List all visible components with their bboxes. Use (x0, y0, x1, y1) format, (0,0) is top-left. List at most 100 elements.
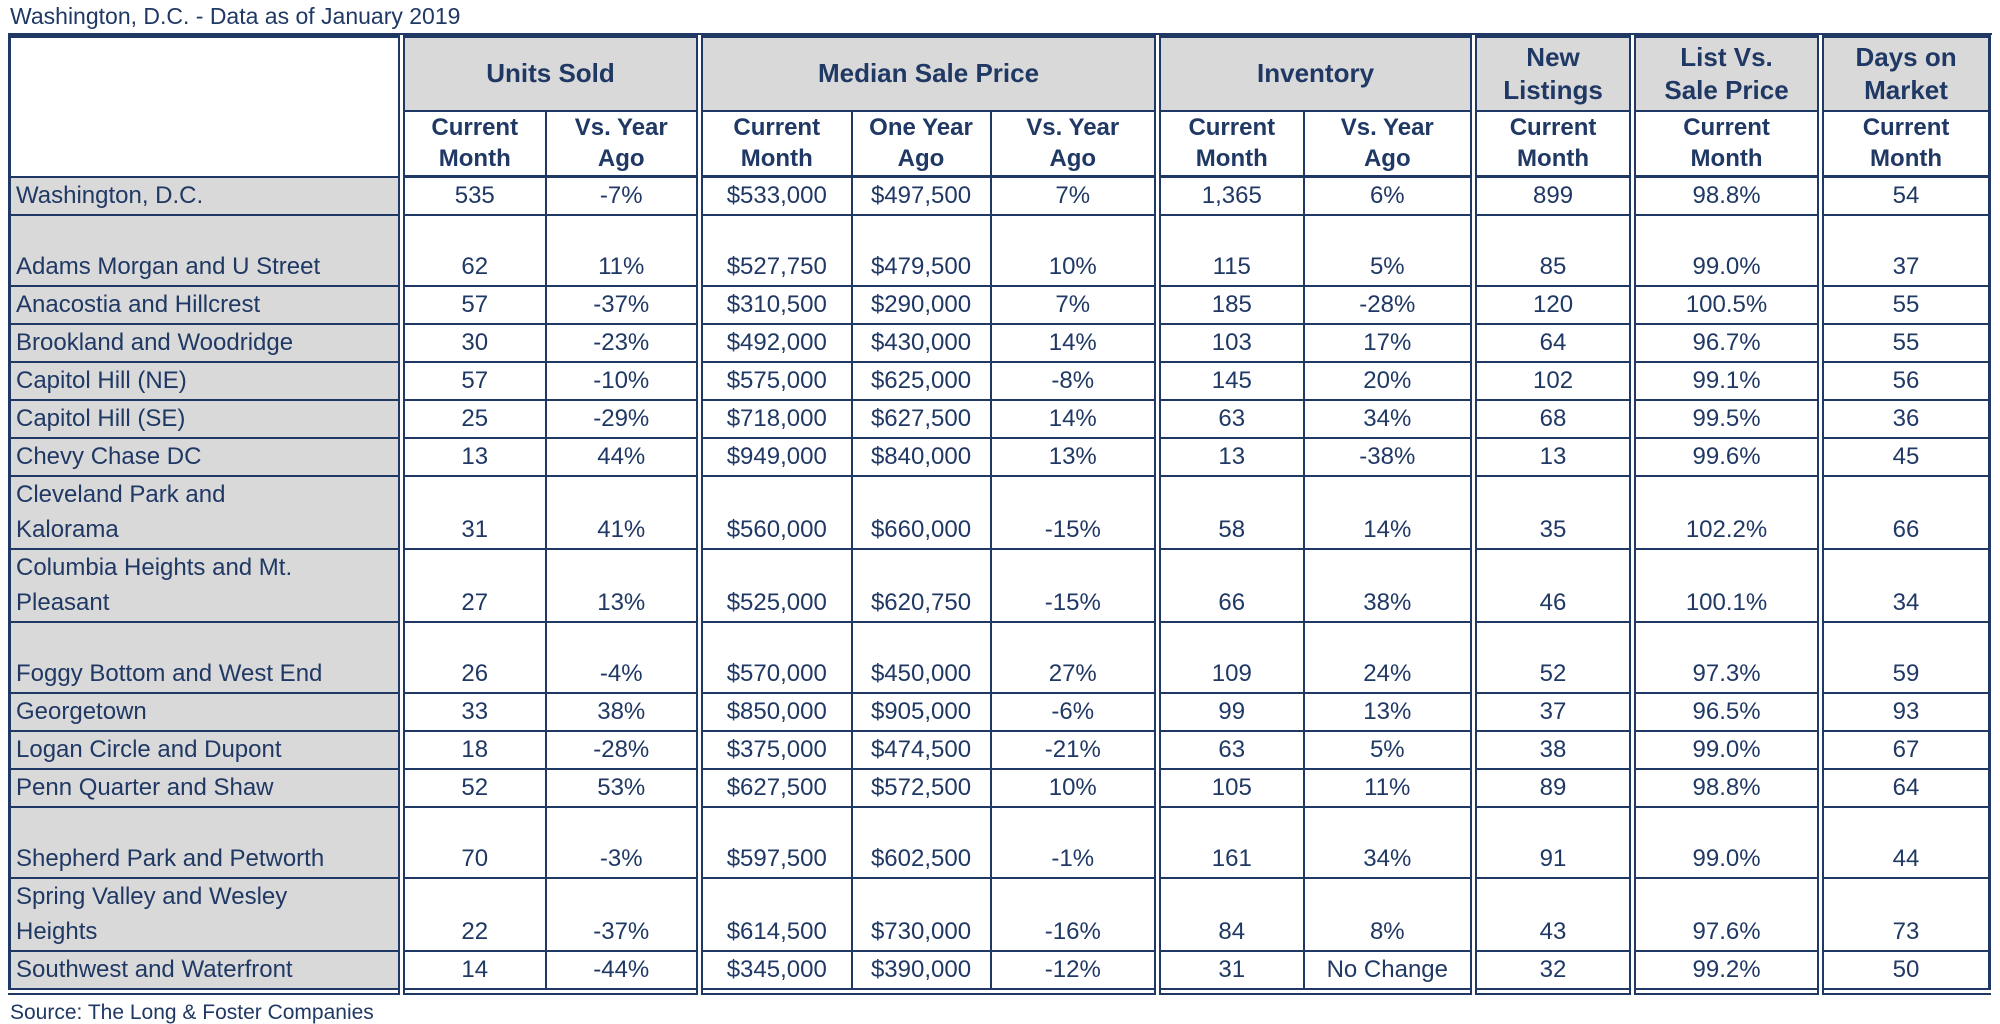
data-cell: -15% (989, 475, 1159, 550)
data-cell: 36 (1817, 399, 1991, 439)
data-cell: 68 (1470, 399, 1634, 439)
data-cell: 99.5% (1629, 399, 1822, 439)
data-cell: 6% (1302, 175, 1475, 216)
subheader-median-current: Current Month (696, 109, 853, 178)
table-row: Penn Quarter and Shaw 52 53% $627,500 $572,5… (8, 768, 1991, 808)
data-cell: 22 (398, 877, 547, 952)
data-cell: -16% (989, 877, 1159, 952)
row-label: Chevy Chase DC (8, 437, 403, 477)
data-cell: 59 (1817, 621, 1991, 694)
row-label: Foggy Bottom and West End (8, 621, 403, 694)
data-cell: 64 (1817, 768, 1991, 808)
data-cell: $390,000 (850, 950, 992, 993)
row-label: Southwest and Waterfront (8, 950, 403, 993)
data-cell: -3% (544, 806, 701, 879)
data-cell: $290,000 (850, 285, 992, 325)
data-cell: 14% (1302, 475, 1475, 550)
data-cell: 109 (1154, 621, 1305, 694)
data-cell: $474,500 (850, 730, 992, 770)
table-row: Washington, D.C. 535 -7% $533,000 $497,500 7%… (8, 175, 1991, 216)
data-cell: 13 (1470, 437, 1634, 477)
data-cell: $497,500 (850, 175, 992, 216)
data-cell: -37% (544, 285, 701, 325)
group-header-new-listings: New Listings (1470, 35, 1634, 112)
data-cell: 7% (989, 285, 1159, 325)
data-cell: 54 (1817, 175, 1991, 216)
data-cell: 98.8% (1629, 768, 1822, 808)
data-cell: 11% (1302, 768, 1475, 808)
data-cell: $627,500 (696, 768, 853, 808)
data-cell: 99.2% (1629, 950, 1822, 993)
data-cell: 120 (1470, 285, 1634, 325)
table-body: Washington, D.C. 535 -7% $533,000 $497,500 7%… (8, 175, 1991, 993)
data-cell: 899 (1470, 175, 1634, 216)
data-cell: 20% (1302, 361, 1475, 401)
table-row: Foggy Bottom and West End 26 -4% $570,000 $4… (8, 621, 1991, 694)
data-cell: -44% (544, 950, 701, 993)
data-cell: 37 (1817, 214, 1991, 287)
data-cell: 34 (1817, 548, 1991, 623)
data-cell: 52 (398, 768, 547, 808)
data-cell: 50 (1817, 950, 1991, 993)
data-cell: 1,365 (1154, 175, 1305, 216)
table-row: Adams Morgan and U Street 62 11% $527,750 $4… (8, 214, 1991, 287)
data-cell: 34% (1302, 399, 1475, 439)
data-cell: -10% (544, 361, 701, 401)
data-cell: 31 (1154, 950, 1305, 993)
data-cell: $533,000 (696, 175, 853, 216)
data-cell: 56 (1817, 361, 1991, 401)
data-cell: 66 (1154, 548, 1305, 623)
data-cell: 70 (398, 806, 547, 879)
subheader-median-one-year: One Year Ago (850, 109, 992, 178)
data-cell: $625,000 (850, 361, 992, 401)
data-cell: 41% (544, 475, 701, 550)
data-cell: 58 (1154, 475, 1305, 550)
data-cell: 57 (398, 361, 547, 401)
row-label: Anacostia and Hillcrest (8, 285, 403, 325)
row-label: Spring Valley and Wesley Heights (8, 877, 403, 952)
data-cell: 99.1% (1629, 361, 1822, 401)
subheader-units-current: Current Month (398, 109, 547, 178)
table-row: Shepherd Park and Petworth 70 -3% $597,500 $… (8, 806, 1991, 879)
subheader-units-vs-year: Vs. Year Ago (544, 109, 701, 178)
data-cell: 66 (1817, 475, 1991, 550)
data-cell: -6% (989, 692, 1159, 732)
data-cell: 57 (398, 285, 547, 325)
data-cell: 17% (1302, 323, 1475, 363)
subheader-inventory-vs-year: Vs. Year Ago (1302, 109, 1475, 178)
data-cell: 105 (1154, 768, 1305, 808)
data-cell: 97.6% (1629, 877, 1822, 952)
subheader-days-on-market-current: Current Month (1817, 109, 1991, 178)
data-cell: 13% (544, 548, 701, 623)
data-cell: 34% (1302, 806, 1475, 879)
data-cell: 185 (1154, 285, 1305, 325)
data-cell: $375,000 (696, 730, 853, 770)
data-cell: 63 (1154, 730, 1305, 770)
corner-cell (8, 35, 403, 178)
data-cell: 84 (1154, 877, 1305, 952)
page-title: Washington, D.C. - Data as of January 20… (8, 2, 1992, 35)
data-cell: 10% (989, 214, 1159, 287)
data-cell: 35 (1470, 475, 1634, 550)
data-cell: 63 (1154, 399, 1305, 439)
data-cell: -15% (989, 548, 1159, 623)
data-cell: 64 (1470, 323, 1634, 363)
data-cell: 45 (1817, 437, 1991, 477)
data-cell: 102 (1470, 361, 1634, 401)
data-cell: -28% (1302, 285, 1475, 325)
data-cell: 99.0% (1629, 214, 1822, 287)
table-row: Columbia Heights and Mt. Pleasant 27 13% $5… (8, 548, 1991, 623)
row-label: Shepherd Park and Petworth (8, 806, 403, 879)
data-cell: $492,000 (696, 323, 853, 363)
data-cell: 103 (1154, 323, 1305, 363)
data-cell: 32 (1470, 950, 1634, 993)
data-cell: 99.0% (1629, 806, 1822, 879)
data-cell: 99 (1154, 692, 1305, 732)
subheader-list-vs-sale-current: Current Month (1629, 109, 1822, 178)
data-cell: 24% (1302, 621, 1475, 694)
data-cell: 13 (398, 437, 547, 477)
data-cell: 44% (544, 437, 701, 477)
data-cell: 10% (989, 768, 1159, 808)
data-cell: 115 (1154, 214, 1305, 287)
data-cell: $660,000 (850, 475, 992, 550)
